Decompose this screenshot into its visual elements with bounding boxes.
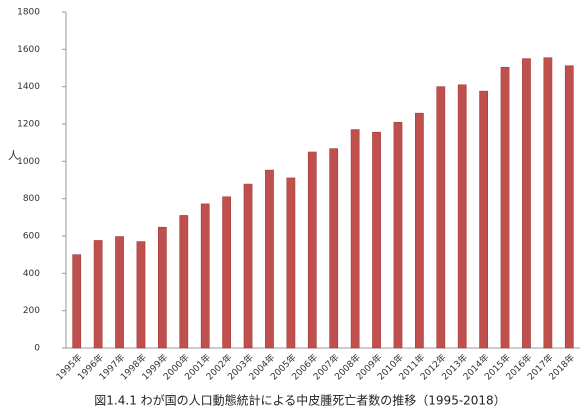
bar bbox=[543, 57, 553, 349]
bar bbox=[479, 90, 488, 349]
bar bbox=[436, 86, 446, 349]
bar bbox=[93, 240, 103, 349]
bar bbox=[158, 226, 167, 349]
y-axis-label: 人 bbox=[8, 149, 19, 162]
bar bbox=[136, 241, 146, 349]
bar bbox=[500, 66, 510, 349]
bar bbox=[415, 112, 424, 349]
bar bbox=[265, 169, 274, 349]
bar bbox=[222, 196, 231, 349]
bar bbox=[329, 148, 339, 349]
bar bbox=[393, 122, 403, 349]
bar bbox=[350, 129, 360, 349]
bar bbox=[179, 215, 189, 349]
bar bbox=[372, 131, 381, 349]
y-tick-label: 1200 bbox=[17, 120, 40, 130]
y-tick-label: 1000 bbox=[17, 157, 40, 167]
y-tick-label: 400 bbox=[23, 269, 40, 279]
y-tick-label: 1400 bbox=[17, 82, 40, 92]
bar bbox=[307, 151, 317, 349]
y-tick-label: 600 bbox=[23, 232, 40, 242]
bar bbox=[200, 203, 210, 349]
bar bbox=[564, 65, 574, 349]
bar bbox=[522, 58, 531, 349]
bar bbox=[457, 84, 467, 349]
chart-title: 図1.4.1 わが国の人口動態統計による中皮腫死亡者数の推移（1995-2018… bbox=[94, 393, 505, 408]
y-tick-label: 1800 bbox=[17, 8, 40, 18]
y-tick-label: 800 bbox=[23, 194, 40, 204]
bar bbox=[115, 236, 124, 349]
bar bbox=[72, 254, 82, 349]
bar bbox=[243, 183, 253, 349]
y-tick-label: 0 bbox=[34, 344, 40, 354]
bar bbox=[286, 177, 296, 349]
y-tick-label: 200 bbox=[23, 306, 40, 316]
y-tick-label: 1600 bbox=[17, 45, 40, 55]
